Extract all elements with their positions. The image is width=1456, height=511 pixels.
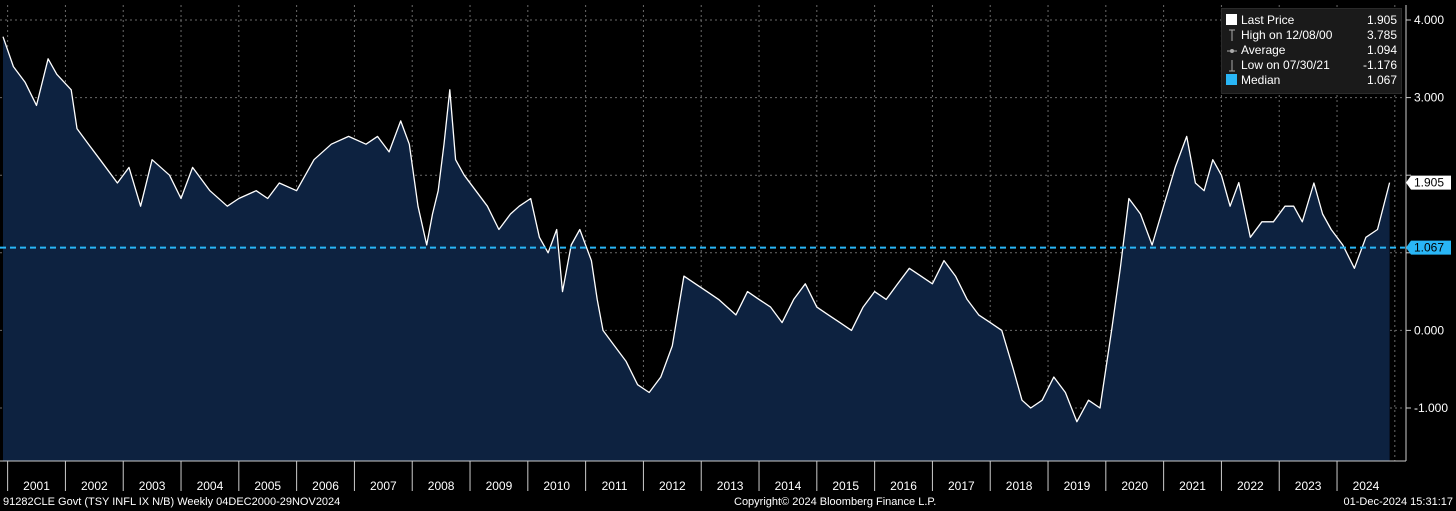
x-tick-label: 2017 [948, 479, 975, 493]
x-tick-label: 2006 [312, 479, 339, 493]
area-fill [3, 36, 1390, 461]
x-tick-label: 2011 [602, 479, 628, 493]
x-tick-label: 2023 [1295, 479, 1322, 493]
x-tick-label: 2002 [81, 479, 108, 493]
x-tick-label: 2004 [197, 479, 224, 493]
price-line [2, 36, 1391, 423]
legend-label: Low on 07/30/21 [1241, 58, 1330, 72]
legend-value: -1.176 [1362, 58, 1397, 72]
x-tick-label: 2015 [832, 479, 859, 493]
x-tick-label: 2008 [428, 479, 455, 493]
legend-item-median: Median 1.067 [1222, 73, 1401, 88]
x-tick-label: 2003 [139, 479, 166, 493]
value-badges: 1.905 1.067 [1406, 175, 1451, 255]
x-tick-label: 2010 [543, 479, 570, 493]
x-tick-label: 2001 [23, 479, 50, 493]
footer-copyright: Copyright© 2024 Bloomberg Finance L.P. [734, 496, 937, 508]
price-area [2, 36, 1391, 461]
legend-item-average: Average 1.094 [1222, 43, 1401, 58]
legend-label: Median [1241, 73, 1281, 87]
cyan-square-icon [1226, 74, 1237, 85]
legend-item-low: Low on 07/30/21 -1.176 [1222, 58, 1401, 73]
last-price-badge: 1.905 [1406, 175, 1451, 190]
legend-label: Average [1241, 43, 1286, 57]
x-tick-label: 2014 [775, 479, 802, 493]
last-price-badge-shape [1406, 175, 1451, 190]
legend-value: 1.905 [1366, 13, 1397, 27]
y-tick-labels: 4.000 3.000 0.000 -1.000 [1414, 13, 1448, 415]
x-tick-label: 2005 [254, 479, 281, 493]
legend-value: 1.094 [1366, 43, 1397, 57]
x-tick-label: 2018 [1006, 479, 1033, 493]
average-marker-icon [1226, 44, 1238, 56]
y-tick-label: -1.000 [1414, 401, 1448, 415]
legend-item-high: High on 12/08/00 3.785 [1222, 28, 1401, 43]
legend-item-last-price: Last Price 1.905 [1222, 13, 1401, 28]
x-tick-label: 2012 [659, 479, 686, 493]
last-price-badge-text: 1.905 [1414, 176, 1444, 190]
legend-label: High on 12/08/00 [1241, 28, 1333, 42]
y-tick-label: 0.000 [1414, 323, 1444, 337]
y-tick-label: 3.000 [1414, 91, 1444, 105]
x-tick-label: 2007 [370, 479, 397, 493]
legend-value: 3.785 [1366, 28, 1397, 42]
x-tick-label: 2016 [890, 479, 917, 493]
median-badge-text: 1.067 [1414, 241, 1444, 255]
x-tick-label: 2024 [1353, 479, 1380, 493]
x-tick-label: 2019 [1064, 479, 1091, 493]
footer-timestamp: 01-Dec-2024 15:31:17 [1343, 496, 1453, 508]
x-tick-label: 2021 [1179, 479, 1206, 493]
footer-security-info: 91282CLE Govt (TSY INFL IX N/B) Weekly 0… [3, 496, 341, 508]
median-badge-shape [1406, 240, 1451, 255]
low-marker-icon [1226, 59, 1238, 72]
axes [0, 5, 1411, 491]
y-tick-label: 4.000 [1414, 13, 1444, 27]
x-tick-label: 2013 [717, 479, 744, 493]
legend-box: Last Price 1.905 High on 12/08/00 3.785 … [1221, 8, 1402, 94]
x-tick-labels: 2001 2002 2003 2004 2005 2006 2007 2008 2009 2010… [23, 479, 1379, 493]
x-tick-label: 2020 [1121, 479, 1148, 493]
x-tick-label: 2009 [486, 479, 513, 493]
x-tick-label: 2022 [1237, 479, 1264, 493]
legend-value: 1.067 [1366, 73, 1397, 87]
white-square-icon [1226, 14, 1237, 25]
median-badge: 1.067 [1406, 240, 1451, 255]
high-marker-icon [1226, 29, 1238, 41]
legend-label: Last Price [1241, 13, 1295, 27]
